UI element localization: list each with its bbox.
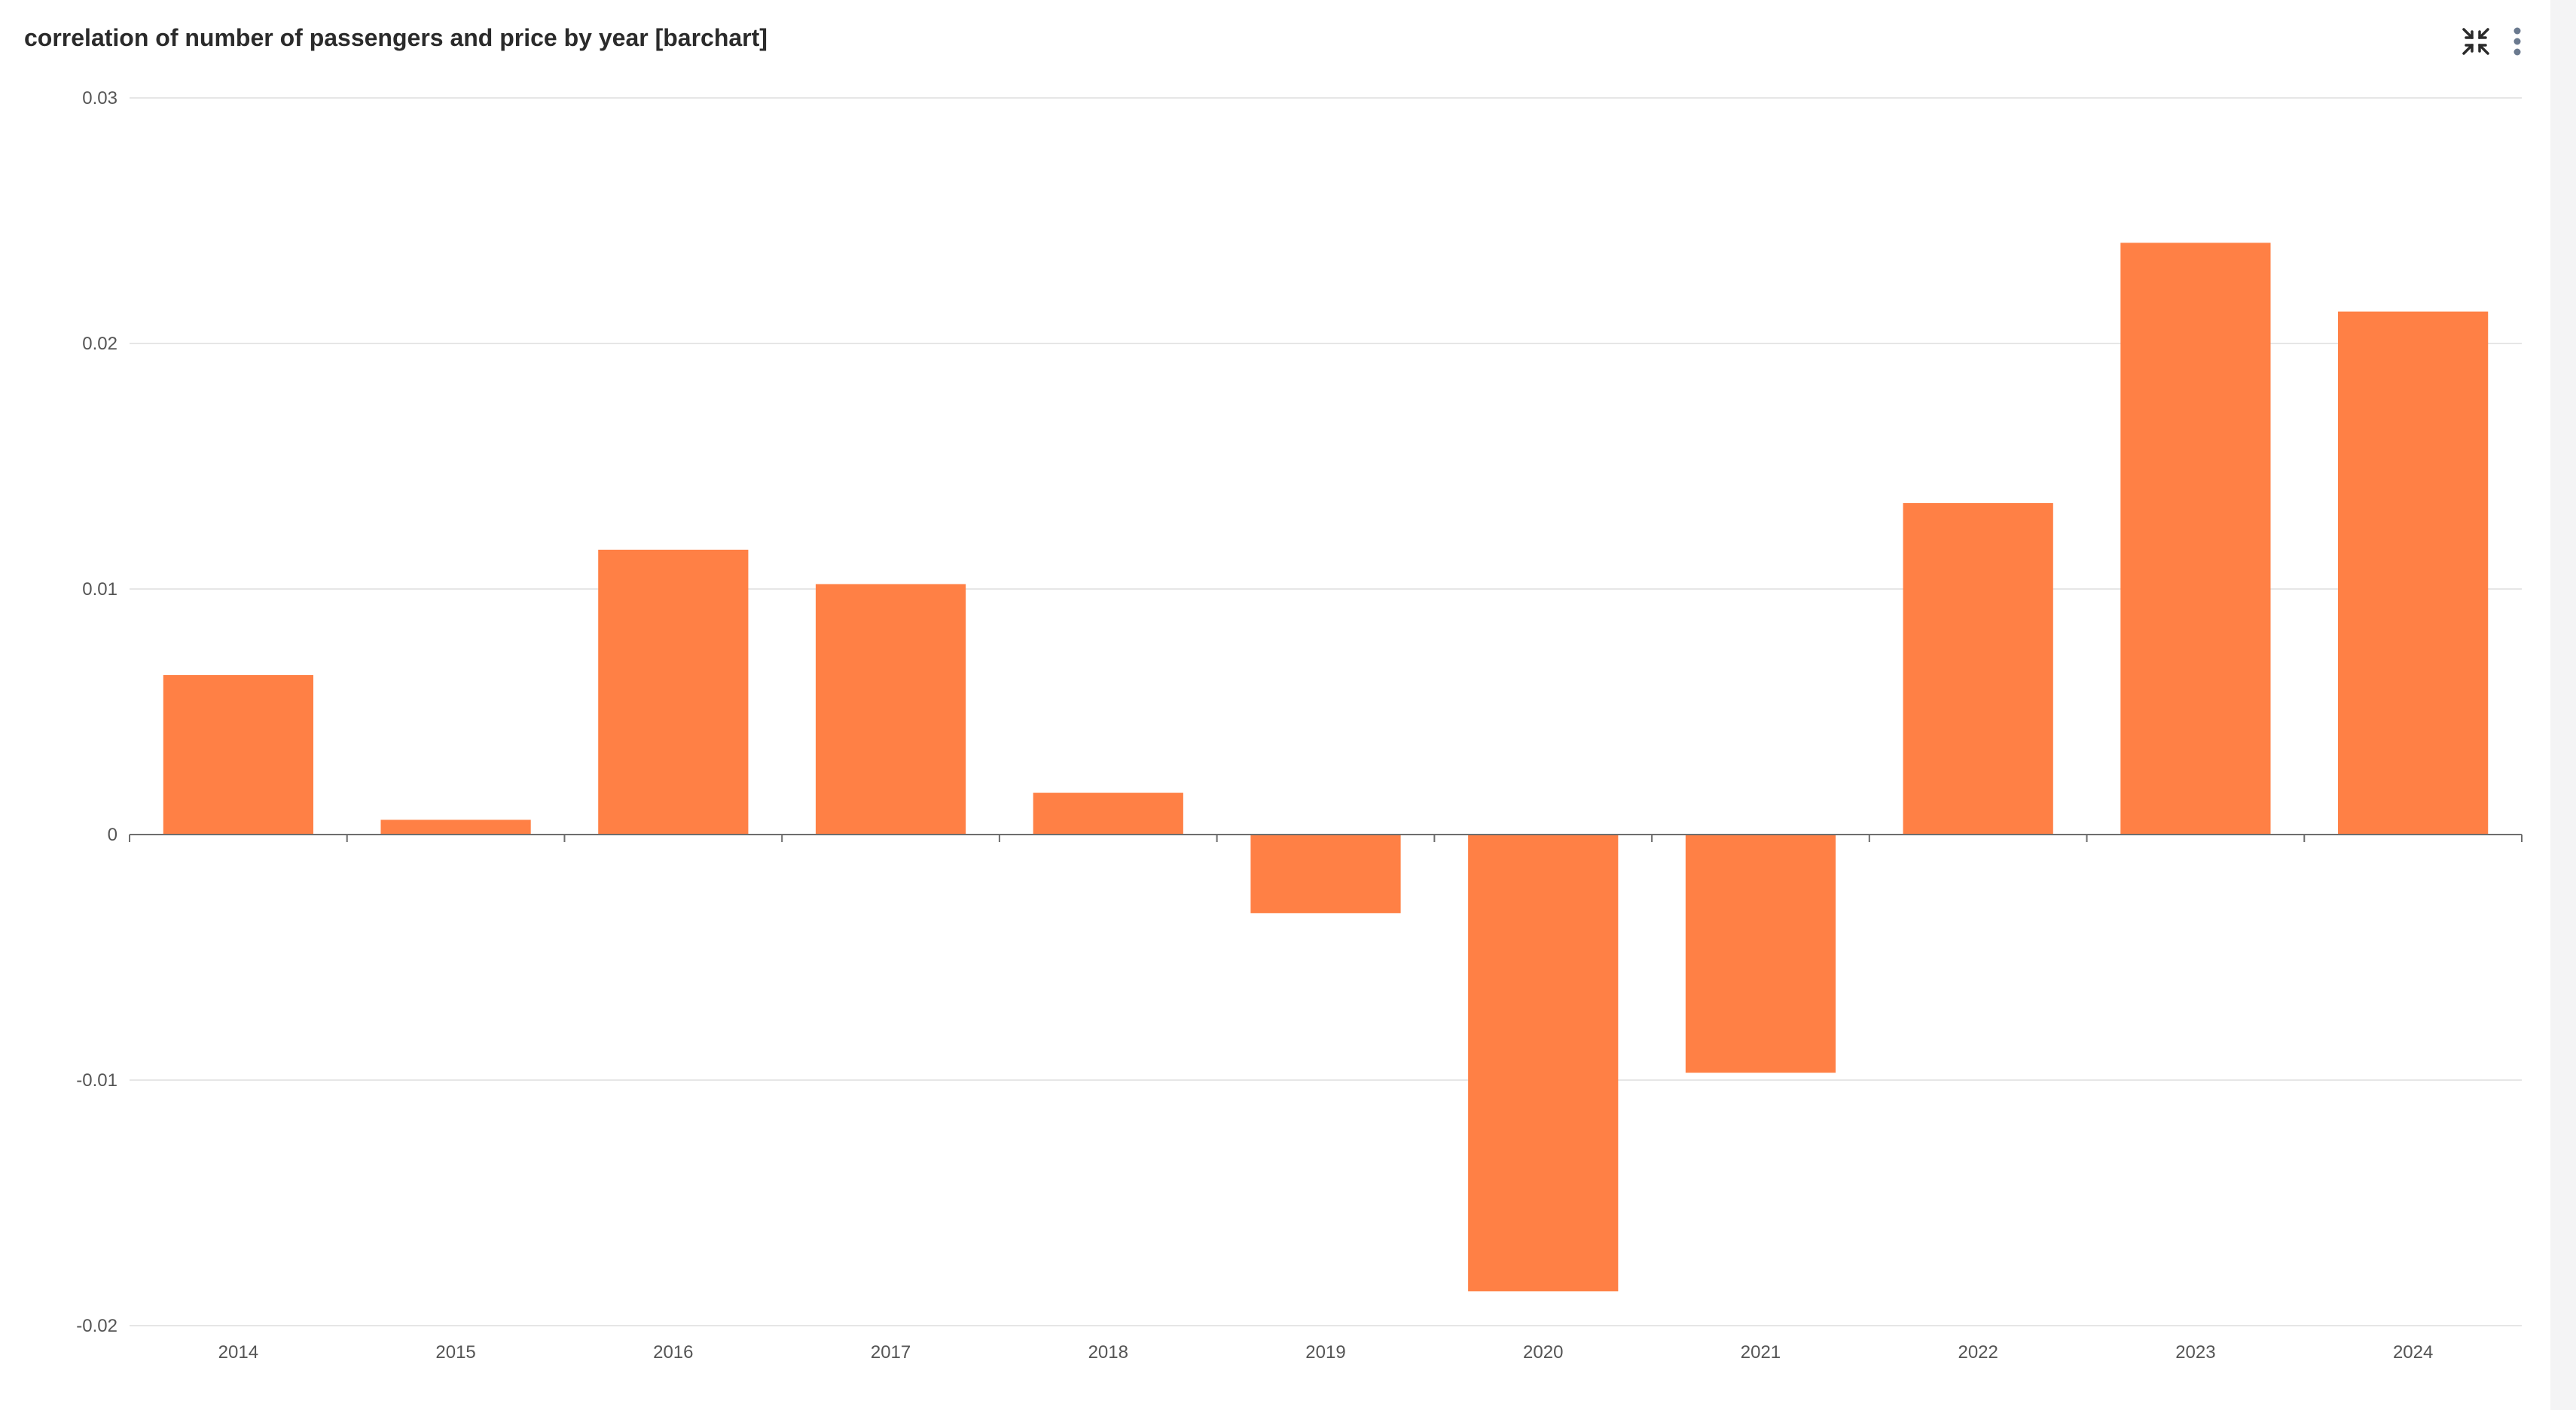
bar-2024 [2338, 311, 2489, 835]
bar-2014 [163, 675, 313, 835]
bar-2020 [1468, 835, 1619, 1292]
collapse-button[interactable] [2457, 23, 2495, 60]
x-tick-label: 2017 [871, 1342, 911, 1363]
bar-2019 [1250, 835, 1401, 914]
x-tick-label: 2019 [1305, 1342, 1345, 1363]
x-tick-label: 2014 [218, 1342, 258, 1363]
more-options-button[interactable] [2502, 23, 2532, 60]
x-tick-label: 2022 [1958, 1342, 1998, 1363]
bar-2021 [1685, 835, 1836, 1073]
bar-2015 [380, 819, 531, 835]
x-tick-label: 2021 [1741, 1342, 1781, 1363]
y-tick-label: 0 [108, 825, 118, 845]
scrollbar-track[interactable] [2550, 0, 2576, 1410]
chart-title: correlation of number of passengers and … [24, 24, 768, 51]
x-tick-label: 2020 [1523, 1342, 1563, 1363]
y-tick-label: -0.01 [76, 1070, 118, 1091]
bar-2023 [2120, 243, 2271, 835]
x-tick-label: 2018 [1088, 1342, 1128, 1363]
y-tick-label: -0.02 [76, 1316, 118, 1336]
y-tick-label: 0.03 [82, 88, 118, 108]
x-tick-label: 2023 [2175, 1342, 2215, 1363]
bar-2016 [598, 549, 749, 835]
y-tick-label: 0.01 [82, 579, 118, 600]
collapse-icon [2462, 28, 2489, 55]
bar-2018 [1033, 792, 1183, 835]
y-tick-label: 0.02 [82, 334, 118, 354]
more-vertical-icon [2513, 27, 2521, 56]
bar-2017 [815, 584, 966, 835]
x-tick-label: 2024 [2393, 1342, 2433, 1363]
x-tick-label: 2016 [653, 1342, 693, 1363]
x-tick-label: 2015 [435, 1342, 475, 1363]
bar-2022 [1903, 502, 2053, 835]
